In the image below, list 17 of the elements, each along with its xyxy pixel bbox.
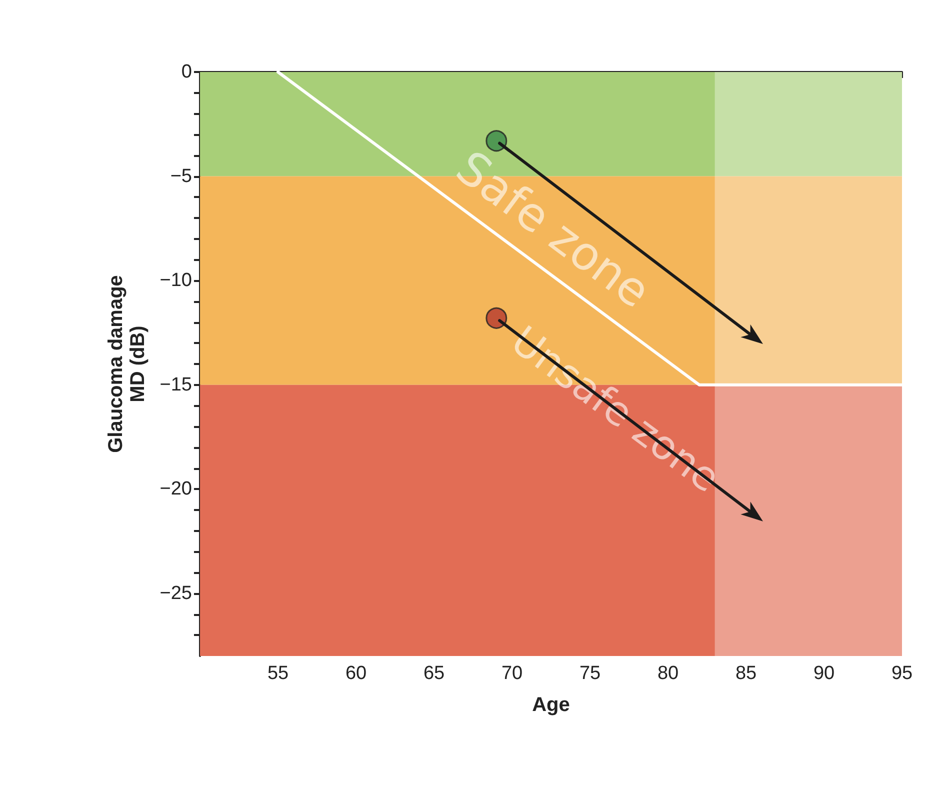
x-tick-label: 55	[267, 663, 289, 684]
x-tick-label: 70	[501, 663, 523, 684]
x-tick-label: 85	[735, 663, 757, 684]
x-tick-label: 65	[423, 663, 445, 684]
y-tick-label: −20	[160, 478, 192, 500]
y-tick-label: −25	[160, 582, 192, 604]
x-tick-label: 80	[657, 663, 679, 684]
y-tick-label: −10	[160, 270, 192, 292]
x-tick-label: 95	[891, 663, 913, 684]
x-tick-label: 90	[813, 663, 835, 684]
y-tick-label: −5	[170, 166, 192, 187]
y-tick-label: 0	[181, 62, 192, 82]
y-axis-title: Glaucoma damage MD (dB)	[104, 275, 149, 453]
x-axis-title: Age	[532, 694, 570, 716]
y-tick-label: −15	[160, 374, 192, 396]
x-tick-label: 60	[345, 663, 367, 684]
x-tick-label: 75	[579, 663, 601, 684]
